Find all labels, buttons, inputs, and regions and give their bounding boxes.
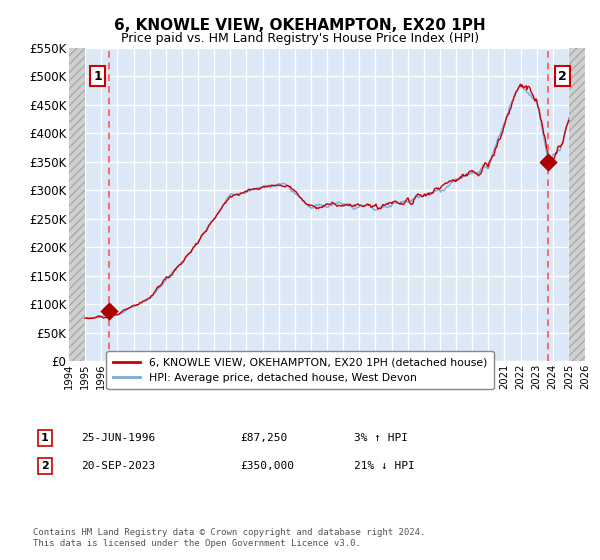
6, KNOWLE VIEW, OKEHAMPTON, EX20 1PH (detached house) (565, 117, 572, 124)
6, KNOWLE VIEW, OKEHAMPTON, EX20 1PH (detached house) (86, 315, 93, 322)
6, KNOWLE VIEW, OKEHAMPTON, EX20 1PH (detached house) (446, 178, 454, 184)
Point (104, 307, 114, 316)
HPI: Average price, detached house, West Devon: (2e+03, 7.54e+04): Average price, detached house, West Devo… (82, 315, 89, 321)
6, KNOWLE VIEW, OKEHAMPTON, EX20 1PH (detached house) (406, 198, 413, 204)
Text: 25-JUN-1996: 25-JUN-1996 (81, 433, 155, 443)
6, KNOWLE VIEW, OKEHAMPTON, EX20 1PH (detached house) (301, 199, 308, 206)
Point (544, 157, 553, 166)
6, KNOWLE VIEW, OKEHAMPTON, EX20 1PH (detached house) (82, 315, 89, 321)
Text: 20-SEP-2023: 20-SEP-2023 (81, 461, 155, 471)
Text: Price paid vs. HM Land Registry's House Price Index (HPI): Price paid vs. HM Land Registry's House … (121, 32, 479, 45)
HPI: Average price, detached house, West Devon: (2e+03, 1.55e+05): Average price, detached house, West Devo… (168, 269, 175, 276)
HPI: Average price, detached house, West Devon: (2.02e+03, 4.85e+05): Average price, detached house, West Devo… (517, 81, 524, 88)
Legend: 6, KNOWLE VIEW, OKEHAMPTON, EX20 1PH (detached house), HPI: Average price, detac: 6, KNOWLE VIEW, OKEHAMPTON, EX20 1PH (de… (106, 351, 494, 389)
Text: Contains HM Land Registry data © Crown copyright and database right 2024.
This d: Contains HM Land Registry data © Crown c… (33, 528, 425, 548)
Line: HPI: Average price, detached house, West Devon: HPI: Average price, detached house, West… (85, 85, 569, 319)
HPI: Average price, detached house, West Devon: (2.01e+03, 2.71e+05): Average price, detached house, West Devo… (367, 204, 374, 211)
Text: £350,000: £350,000 (240, 461, 294, 471)
HPI: Average price, detached house, West Devon: (2e+03, 2.42e+05): Average price, detached house, West Devo… (207, 220, 214, 227)
Text: 2: 2 (41, 461, 49, 471)
6, KNOWLE VIEW, OKEHAMPTON, EX20 1PH (detached house) (207, 221, 214, 227)
Text: 6, KNOWLE VIEW, OKEHAMPTON, EX20 1PH: 6, KNOWLE VIEW, OKEHAMPTON, EX20 1PH (114, 18, 486, 34)
HPI: Average price, detached house, West Devon: (2.02e+03, 2.79e+05): Average price, detached house, West Devo… (406, 199, 413, 206)
Bar (69, 32, 85, 361)
Text: 1: 1 (94, 69, 102, 83)
Line: 6, KNOWLE VIEW, OKEHAMPTON, EX20 1PH (detached house): 6, KNOWLE VIEW, OKEHAMPTON, EX20 1PH (de… (85, 84, 569, 319)
HPI: Average price, detached house, West Devon: (2.01e+03, 2.79e+05): Average price, detached house, West Devo… (301, 199, 308, 206)
Text: 2: 2 (559, 69, 567, 83)
HPI: Average price, detached house, West Devon: (2.02e+03, 4.27e+05): Average price, detached house, West Devo… (565, 114, 572, 121)
6, KNOWLE VIEW, OKEHAMPTON, EX20 1PH (detached house) (517, 81, 524, 87)
Text: 3% ↑ HPI: 3% ↑ HPI (354, 433, 408, 443)
HPI: Average price, detached house, West Devon: (2e+03, 7.49e+04): Average price, detached house, West Devo… (82, 315, 89, 322)
HPI: Average price, detached house, West Devon: (2.02e+03, 3.12e+05): Average price, detached house, West Devo… (446, 180, 454, 186)
6, KNOWLE VIEW, OKEHAMPTON, EX20 1PH (detached house) (168, 272, 175, 279)
Bar (569, 32, 585, 361)
Text: £87,250: £87,250 (240, 433, 287, 443)
Text: 1: 1 (41, 433, 49, 443)
6, KNOWLE VIEW, OKEHAMPTON, EX20 1PH (detached house) (367, 204, 374, 211)
Text: 21% ↓ HPI: 21% ↓ HPI (354, 461, 415, 471)
